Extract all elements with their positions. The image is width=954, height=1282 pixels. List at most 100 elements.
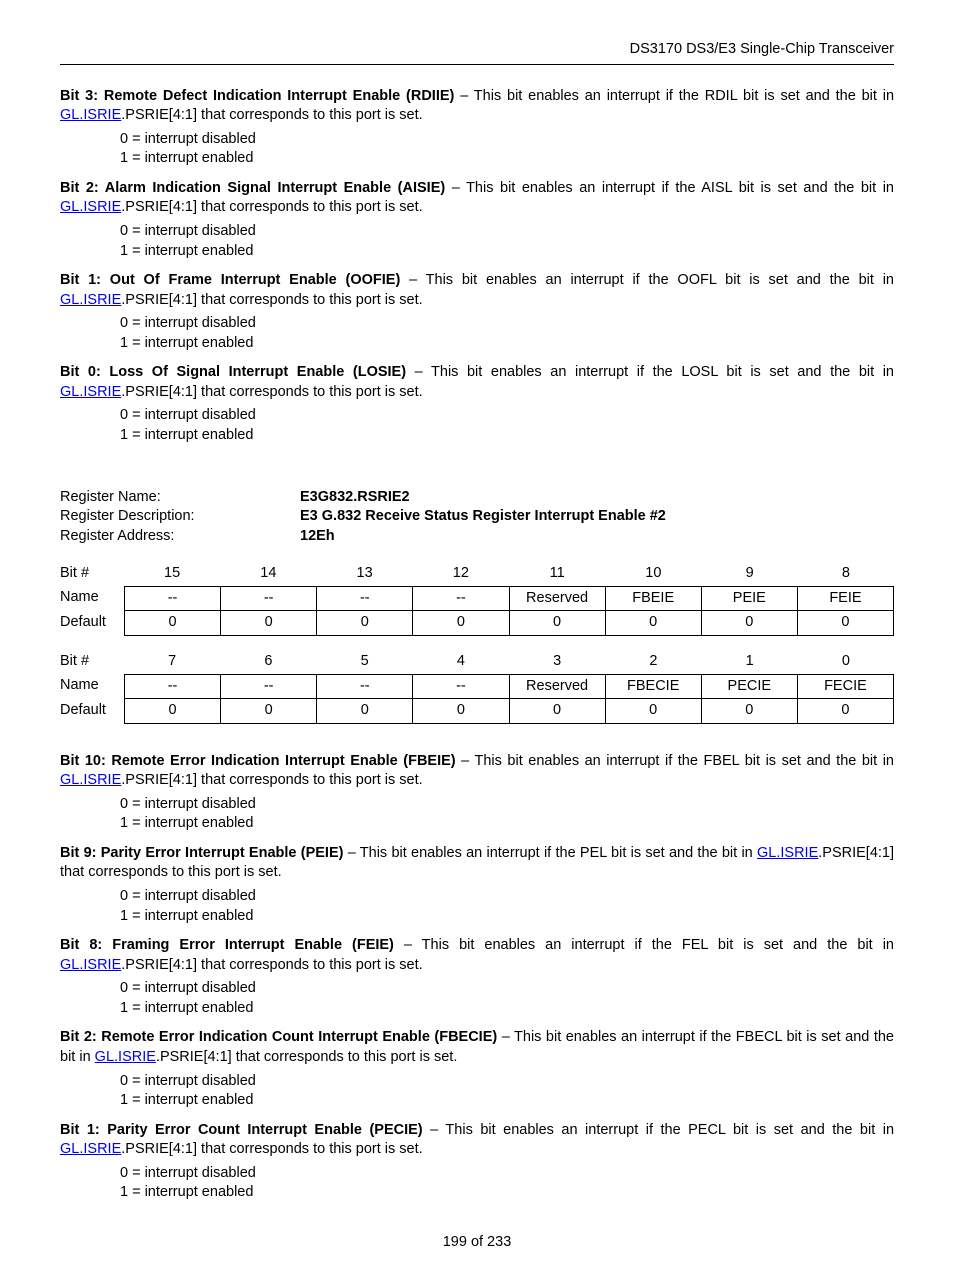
bit-description-block: Bit 9: Parity Error Interrupt Enable (PE… (60, 844, 894, 926)
bit-desc-suffix: .PSRIE[4:1] that corresponds to this por… (121, 384, 422, 400)
bit-desc-text: – This bit enables an interrupt if the L… (406, 364, 894, 380)
bit-default-cell: 0 (221, 611, 317, 636)
bit-options: 0 = interrupt disabled1 = interrupt enab… (120, 1164, 894, 1203)
bit-number-cell: 1 (702, 650, 798, 674)
bit-number-cell: 11 (509, 562, 605, 586)
bit-description-head: Bit 3: Remote Defect Indication Interrup… (60, 87, 894, 126)
bit-desc-suffix: .PSRIE[4:1] that corresponds to this por… (121, 957, 422, 973)
bit-default-cell: 0 (124, 611, 221, 636)
bit-options: 0 = interrupt disabled1 = interrupt enab… (120, 406, 894, 445)
bit-default-cell: 0 (317, 611, 413, 636)
bit-description-block: Bit 8: Framing Error Interrupt Enable (F… (60, 936, 894, 1018)
bit-description-block: Bit 2: Remote Error Indication Count Int… (60, 1028, 894, 1110)
bit-name-cell: -- (317, 674, 413, 700)
gl-isrie-link[interactable]: GL.ISRIE (60, 1141, 121, 1157)
bit-option-0: 0 = interrupt disabled (120, 979, 894, 999)
bit-default-label: Default (60, 611, 124, 636)
gl-isrie-link[interactable]: GL.ISRIE (60, 107, 121, 123)
bit-name-cell: FBEIE (606, 586, 702, 612)
bit-default-cell: 0 (124, 699, 221, 724)
bit-options: 0 = interrupt disabled1 = interrupt enab… (120, 795, 894, 834)
bit-name-cell: -- (221, 674, 317, 700)
bit-title: Bit 3: Remote Defect Indication Interrup… (60, 88, 454, 104)
bit-options: 0 = interrupt disabled1 = interrupt enab… (120, 314, 894, 353)
bit-desc-suffix: .PSRIE[4:1] that corresponds to this por… (121, 1141, 422, 1157)
bit-desc-suffix: .PSRIE[4:1] that corresponds to this por… (121, 292, 422, 308)
bit-default-cell: 0 (798, 699, 894, 724)
gl-isrie-link[interactable]: GL.ISRIE (757, 845, 818, 861)
bit-description-head: Bit 1: Out Of Frame Interrupt Enable (OO… (60, 271, 894, 310)
bit-name-cell: FECIE (798, 674, 894, 700)
bit-default-cell: 0 (702, 699, 798, 724)
gl-isrie-link[interactable]: GL.ISRIE (95, 1049, 156, 1065)
bit-name-cell: -- (124, 674, 221, 700)
bit-options: 0 = interrupt disabled1 = interrupt enab… (120, 887, 894, 926)
bit-default-cell: 0 (606, 699, 702, 724)
gl-isrie-link[interactable]: GL.ISRIE (60, 384, 121, 400)
bit-default-cell: 0 (798, 611, 894, 636)
bit-number-label: Bit # (60, 562, 124, 586)
bit-option-1: 1 = interrupt enabled (120, 999, 894, 1019)
bit-option-0: 0 = interrupt disabled (120, 795, 894, 815)
bit-number-cell: 14 (220, 562, 316, 586)
bit-name-label: Name (60, 586, 124, 612)
bit-description-block: Bit 0: Loss Of Signal Interrupt Enable (… (60, 363, 894, 445)
bit-options: 0 = interrupt disabled1 = interrupt enab… (120, 130, 894, 169)
gl-isrie-link[interactable]: GL.ISRIE (60, 772, 121, 788)
bit-description-head: Bit 2: Remote Error Indication Count Int… (60, 1028, 894, 1067)
bit-description-block: Bit 1: Parity Error Count Interrupt Enab… (60, 1121, 894, 1203)
bit-number-cell: 9 (702, 562, 798, 586)
bit-number-cell: 2 (605, 650, 701, 674)
bit-desc-text: – This bit enables an interrupt if the O… (400, 272, 894, 288)
bit-number-cell: 6 (220, 650, 316, 674)
bit-desc-suffix: .PSRIE[4:1] that corresponds to this por… (121, 772, 422, 788)
bit-number-cell: 5 (317, 650, 413, 674)
bit-title: Bit 0: Loss Of Signal Interrupt Enable (… (60, 364, 406, 380)
bit-description-block: Bit 10: Remote Error Indication Interrup… (60, 752, 894, 834)
bit-description-block: Bit 2: Alarm Indication Signal Interrupt… (60, 179, 894, 261)
bit-title: Bit 1: Parity Error Count Interrupt Enab… (60, 1122, 423, 1138)
bit-default-cell: 0 (317, 699, 413, 724)
bit-description-head: Bit 1: Parity Error Count Interrupt Enab… (60, 1121, 894, 1160)
header-title: DS3170 DS3/E3 Single-Chip Transceiver (630, 41, 894, 57)
bit-title: Bit 1: Out Of Frame Interrupt Enable (OO… (60, 272, 400, 288)
bit-name-cell: -- (221, 586, 317, 612)
gl-isrie-link[interactable]: GL.ISRIE (60, 957, 121, 973)
bit-title: Bit 2: Remote Error Indication Count Int… (60, 1029, 497, 1045)
bit-option-0: 0 = interrupt disabled (120, 314, 894, 334)
bit-number-cell: 8 (798, 562, 894, 586)
gl-isrie-link[interactable]: GL.ISRIE (60, 199, 121, 215)
bit-name-cell: Reserved (510, 674, 606, 700)
bit-number-cell: 7 (124, 650, 220, 674)
bit-option-1: 1 = interrupt enabled (120, 426, 894, 446)
bit-default-cell: 0 (221, 699, 317, 724)
reg-desc-value: E3 G.832 Receive Status Register Interru… (300, 507, 666, 527)
bit-default-cell: 0 (606, 611, 702, 636)
bit-default-cell: 0 (413, 611, 509, 636)
bit-number-cell: 3 (509, 650, 605, 674)
bit-desc-text: – This bit enables an interrupt if the F… (456, 753, 894, 769)
bit-default-cell: 0 (510, 699, 606, 724)
bit-description-head: Bit 9: Parity Error Interrupt Enable (PE… (60, 844, 894, 883)
bit-number-cell: 10 (605, 562, 701, 586)
page-header: DS3170 DS3/E3 Single-Chip Transceiver (60, 40, 894, 65)
bit-title: Bit 8: Framing Error Interrupt Enable (F… (60, 937, 394, 953)
bit-name-cell: -- (413, 674, 509, 700)
bit-option-1: 1 = interrupt enabled (120, 1183, 894, 1203)
reg-desc-label: Register Description: (60, 507, 300, 527)
bit-default-label: Default (60, 699, 124, 724)
bit-desc-suffix: .PSRIE[4:1] that corresponds to this por… (156, 1049, 457, 1065)
bit-number-label: Bit # (60, 650, 124, 674)
bit-option-0: 0 = interrupt disabled (120, 222, 894, 242)
reg-addr-value: 12Eh (300, 527, 335, 547)
bit-option-0: 0 = interrupt disabled (120, 1164, 894, 1184)
bit-title: Bit 9: Parity Error Interrupt Enable (PE… (60, 845, 343, 861)
gl-isrie-link[interactable]: GL.ISRIE (60, 292, 121, 308)
bit-name-cell: FBECIE (606, 674, 702, 700)
bit-table-high: Bit # 15141312111098 Name --------Reserv… (60, 562, 894, 636)
bit-description-block: Bit 1: Out Of Frame Interrupt Enable (OO… (60, 271, 894, 353)
bit-option-1: 1 = interrupt enabled (120, 242, 894, 262)
bit-desc-text: – This bit enables an interrupt if the A… (445, 180, 894, 196)
page-number: 199 of 233 (443, 1234, 512, 1250)
bit-option-1: 1 = interrupt enabled (120, 334, 894, 354)
